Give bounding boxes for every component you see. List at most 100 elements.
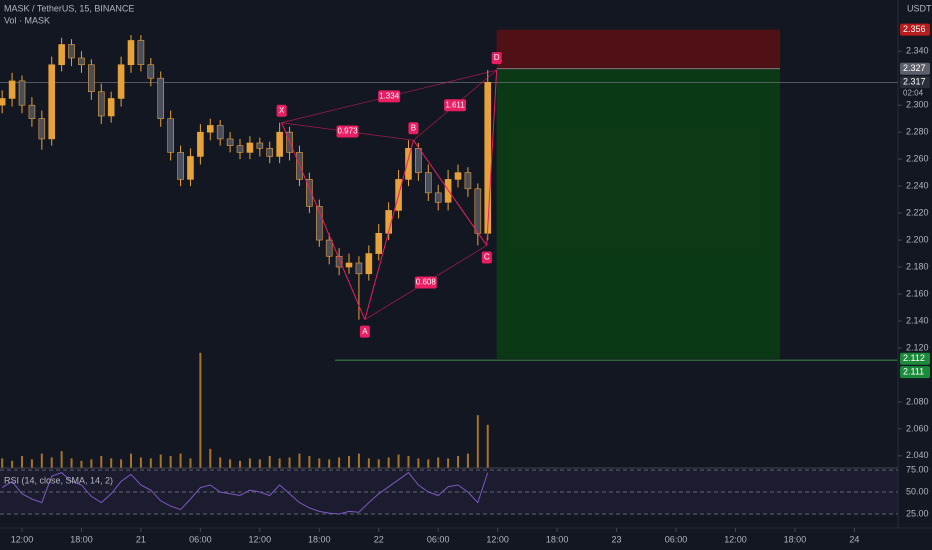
plot: 0.973 0.608 1.611 1.334 X A B C D (0, 29, 898, 515)
point-badge (276, 104, 287, 117)
volume-bar (357, 453, 360, 468)
candle-body (177, 152, 184, 180)
y-tick-label: 2.260 (906, 154, 929, 164)
volume-bar (209, 448, 212, 468)
volume-bar (308, 456, 311, 468)
candle-body (405, 148, 412, 180)
volume-bar (159, 454, 162, 468)
y-tick-label: 2.340 (906, 46, 929, 56)
volume-bar (30, 459, 33, 468)
candle-body (38, 118, 46, 140)
y-tick-label: 2.160 (906, 288, 929, 298)
candle-body (8, 80, 16, 99)
candle-body (167, 118, 174, 153)
volume-bar (1, 458, 4, 468)
y-tick-label: 2.200 (906, 234, 929, 244)
volume-bar (239, 460, 242, 468)
x-tick-label: 06:00 (427, 534, 450, 544)
point-badge (491, 52, 502, 65)
y-tick-label: 2.240 (906, 180, 929, 190)
pattern-leg (486, 70, 498, 246)
candle-body (28, 104, 36, 119)
countdown: 02:04 (903, 88, 924, 97)
candle-body (256, 142, 264, 149)
candle-body (0, 98, 6, 106)
x-tick-label: 18:00 (308, 534, 331, 544)
ratio-label: 1.611 (445, 100, 465, 109)
candle-body (187, 156, 194, 180)
volume-bar (318, 458, 321, 468)
y-tick-label: 2.220 (906, 207, 929, 217)
candle-body (197, 131, 204, 157)
volume-bar (447, 458, 450, 468)
candle-body (117, 64, 125, 99)
candle-body (335, 255, 343, 268)
point-label: B (411, 123, 416, 132)
stop-zone (496, 29, 781, 69)
volume-bar (11, 460, 14, 468)
candle-body (236, 145, 244, 153)
target-zone (496, 68, 781, 359)
candle-body (97, 91, 105, 117)
y-tick-label: 2.280 (906, 127, 929, 137)
candle-body (355, 262, 363, 275)
candle-body (246, 142, 254, 153)
volume-bar (110, 458, 113, 468)
rsi-line (1, 471, 489, 515)
point-label: A (362, 327, 368, 336)
candle-body (226, 138, 234, 146)
x-tick-label: 24 (849, 534, 859, 544)
volume-bar (288, 457, 291, 468)
symbol-title: MASK / TetherUS, 15, BINANCE (4, 3, 134, 13)
x-tick-label: 18:00 (784, 534, 807, 544)
target-badge (900, 352, 930, 365)
candle-body (48, 64, 56, 140)
last-price-badge (900, 76, 930, 89)
candle-body (137, 40, 145, 66)
candle-body (306, 179, 313, 207)
x-tick-label: 12:00 (11, 534, 34, 544)
target-label: 2.112 (903, 353, 925, 363)
volume-bar (387, 457, 390, 468)
candle-body (127, 40, 135, 66)
last-price-label: 2.317 (903, 77, 926, 87)
volume-bar (457, 456, 460, 468)
volume-bar (130, 453, 133, 468)
candle-body (147, 64, 155, 79)
volume-bar (229, 459, 232, 468)
x-tick-label: 06:00 (189, 534, 212, 544)
ratio-badge (444, 99, 467, 112)
volume-bar (90, 459, 93, 468)
candle-body (88, 64, 95, 93)
candle-body (266, 148, 274, 157)
ratio-badge (414, 276, 437, 289)
point-label: D (494, 53, 500, 62)
candle-body (206, 125, 214, 133)
pattern-leg (413, 139, 488, 246)
volume-bar (298, 453, 301, 468)
candle-body (18, 80, 26, 106)
candle-body (454, 172, 462, 180)
volume-bar (407, 456, 410, 468)
candle-body (424, 172, 432, 194)
volume-bar (437, 457, 440, 468)
volume-bar (377, 459, 380, 468)
candle-body (484, 81, 492, 234)
stop-label: 2.356 (903, 24, 926, 34)
y-tick-label: 2.080 (906, 396, 929, 406)
candle-body (325, 239, 333, 257)
candle-body (276, 131, 283, 157)
volume-bar (328, 459, 331, 468)
pattern-leg (281, 122, 366, 320)
rsi-label: RSI (14, close, SMA, 14, 2) (4, 475, 113, 485)
y-tick-label: 2.040 (906, 450, 929, 460)
volume-bar (466, 453, 469, 468)
ratio-badge (378, 90, 401, 103)
volume-bar (40, 453, 43, 468)
volume-bar (139, 457, 142, 468)
candle-body (315, 206, 323, 241)
candle-body (365, 253, 373, 275)
candle-body (107, 98, 115, 117)
ratio-label: 0.973 (338, 127, 359, 136)
